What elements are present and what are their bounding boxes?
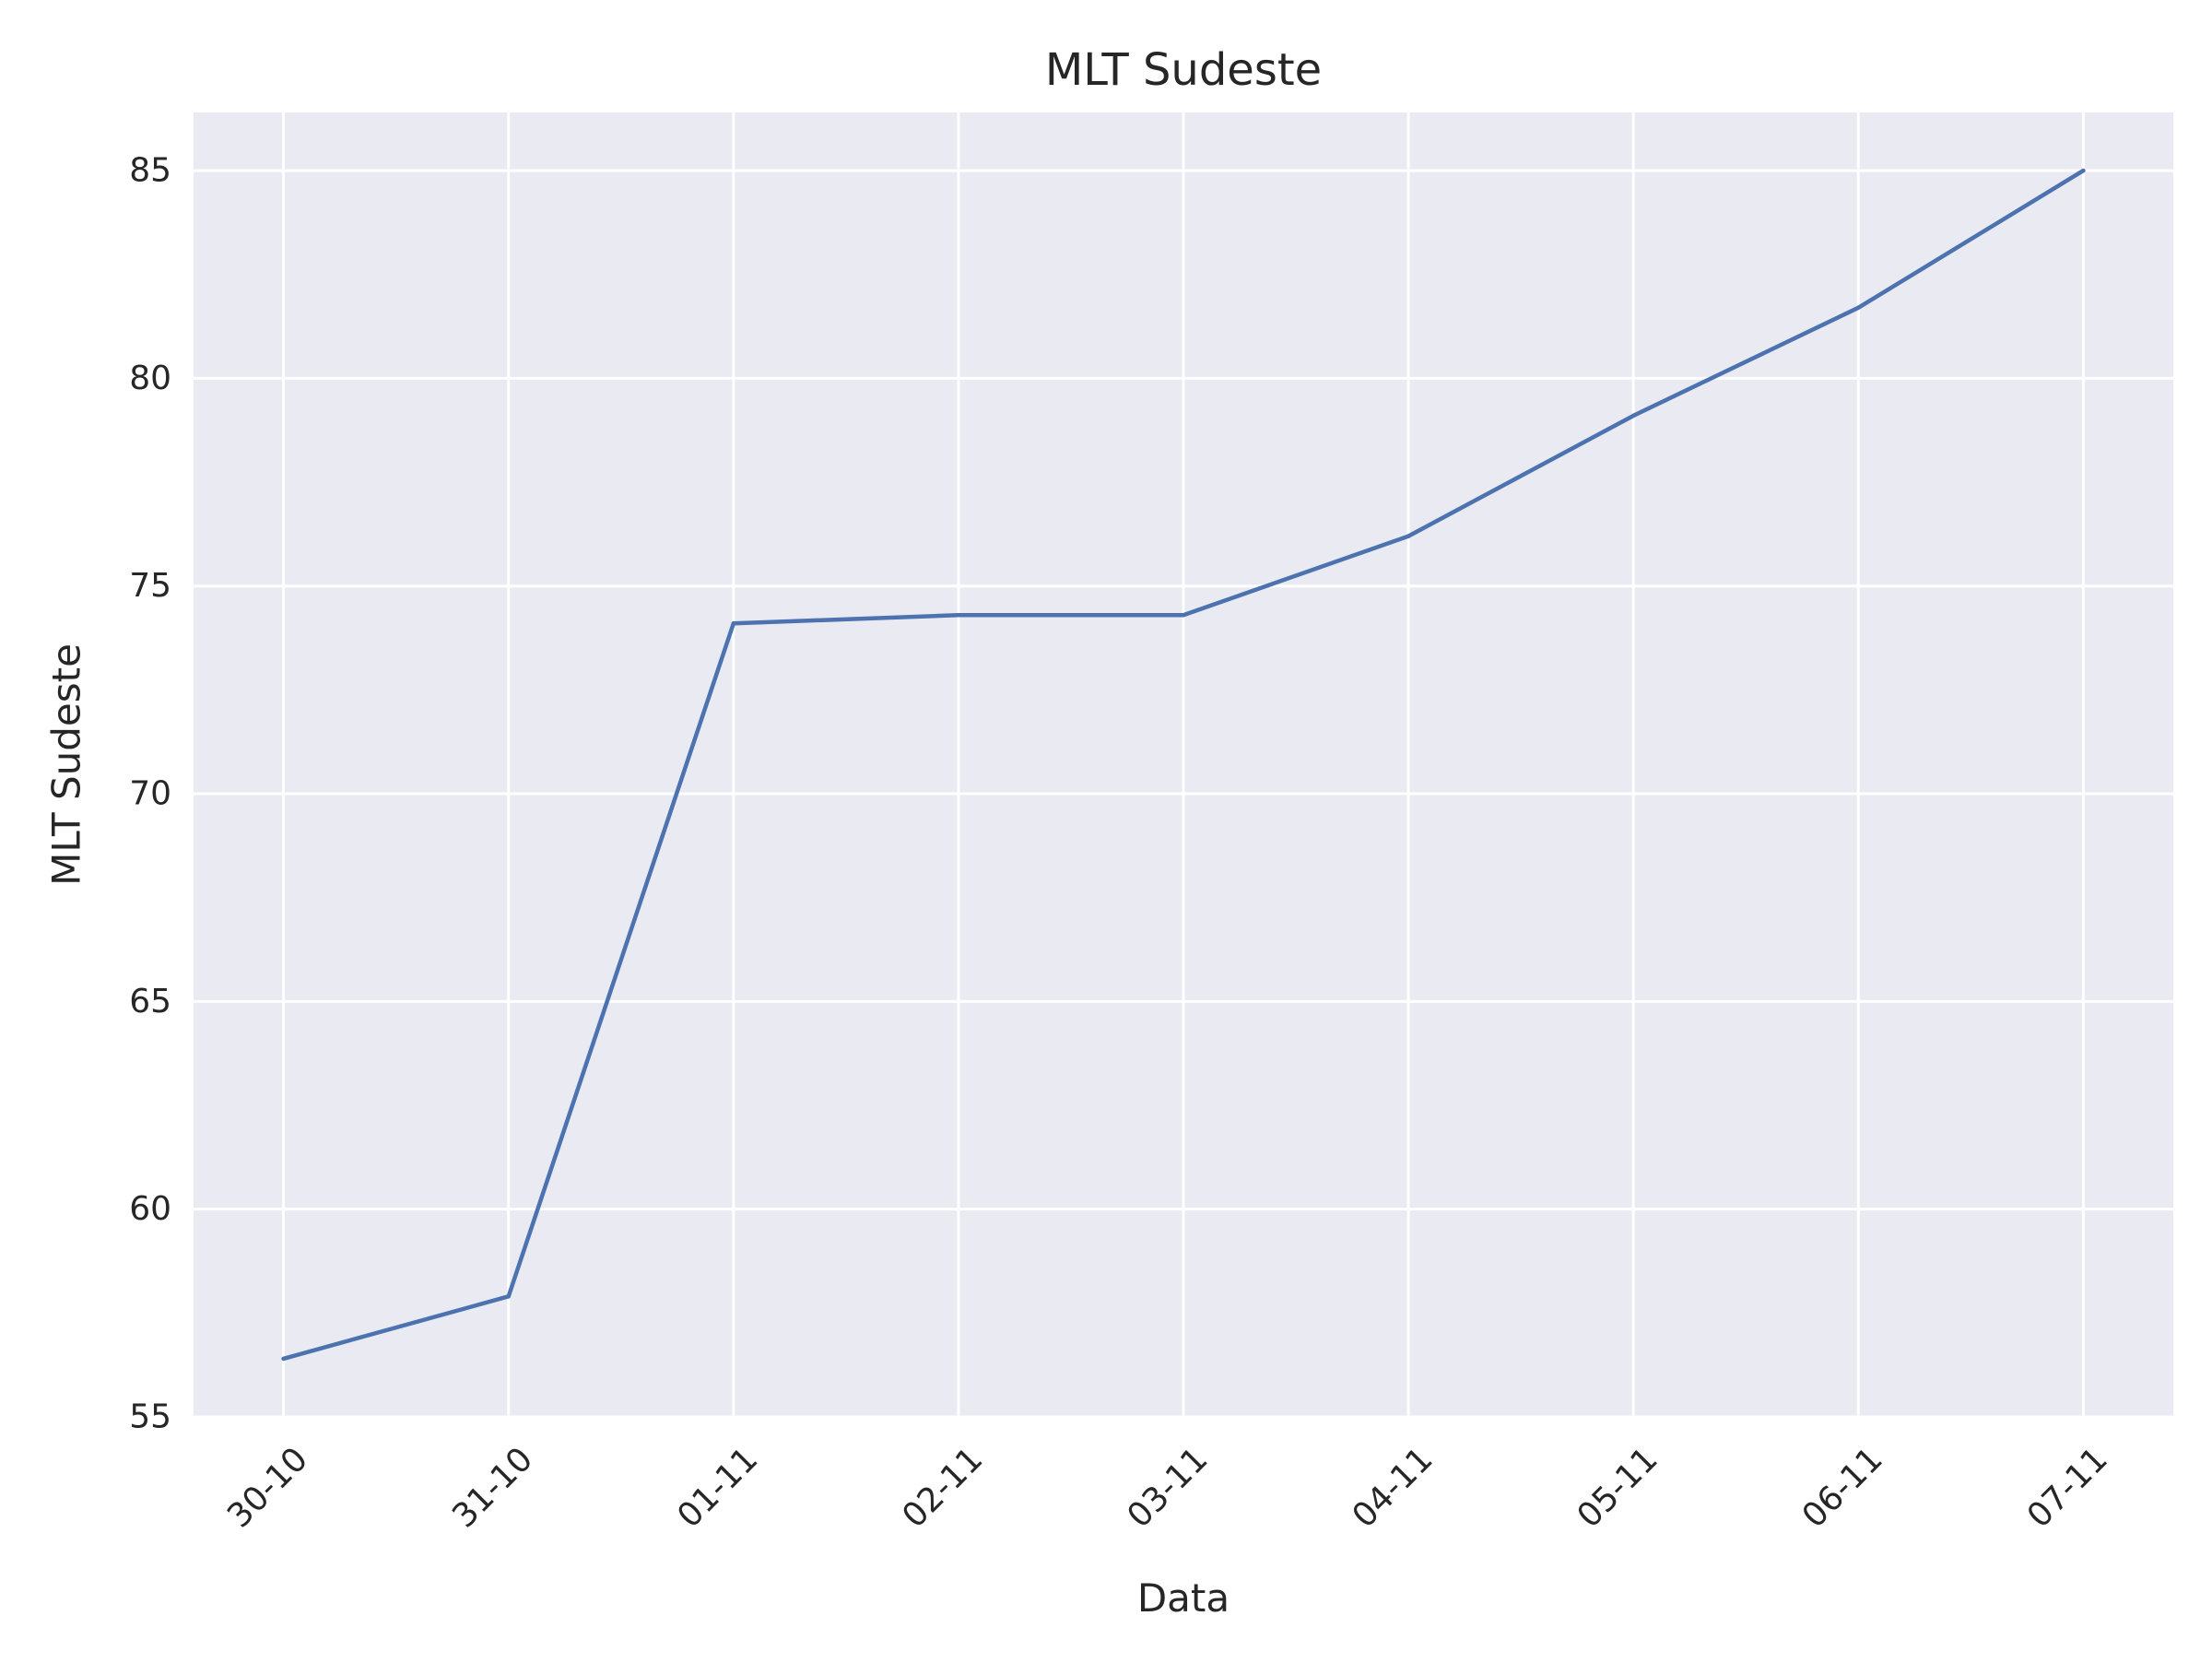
y-tick-label: 75 [129, 567, 171, 605]
data-point [1630, 413, 1636, 419]
x-tick-label: 03-11 [1121, 1440, 1216, 1535]
x-tick-label: 30-10 [220, 1440, 315, 1535]
x-tick-label: 06-11 [1795, 1440, 1890, 1535]
x-tick-label: 01-11 [670, 1440, 765, 1535]
x-tick-label: 07-11 [2020, 1440, 2115, 1535]
y-axis-ticks: 55 60 65 70 75 80 85 [129, 152, 171, 1436]
x-axis-label: Data [1137, 1575, 1230, 1621]
data-point [731, 621, 736, 626]
data-point [506, 1294, 511, 1299]
y-tick-label: 55 [129, 1398, 171, 1436]
x-tick-label: 04-11 [1346, 1440, 1441, 1535]
grid-lines [194, 112, 2173, 1419]
data-point [1406, 534, 1411, 538]
x-tick-label: 02-11 [895, 1440, 990, 1535]
series-layer [281, 168, 2086, 1362]
y-tick-label: 85 [129, 152, 171, 190]
x-tick-label: 05-11 [1571, 1440, 1665, 1535]
x-tick-label: 31-10 [445, 1440, 540, 1535]
data-point [281, 1356, 286, 1362]
data-point [1181, 613, 1186, 618]
x-axis-ticks: 30-10 31-10 01-11 02-11 03-11 04-11 05-11 06-11… [220, 1440, 2115, 1535]
y-tick-label: 65 [129, 983, 171, 1020]
chart-title: MLT Sudeste [1045, 44, 1322, 96]
data-point [956, 613, 961, 618]
data-point [2081, 168, 2086, 173]
data-point [1856, 305, 1861, 311]
y-tick-label: 80 [129, 360, 171, 397]
y-axis-label: MLT Sudeste [44, 643, 89, 886]
y-tick-label: 60 [129, 1190, 171, 1228]
y-tick-label: 70 [129, 775, 171, 813]
